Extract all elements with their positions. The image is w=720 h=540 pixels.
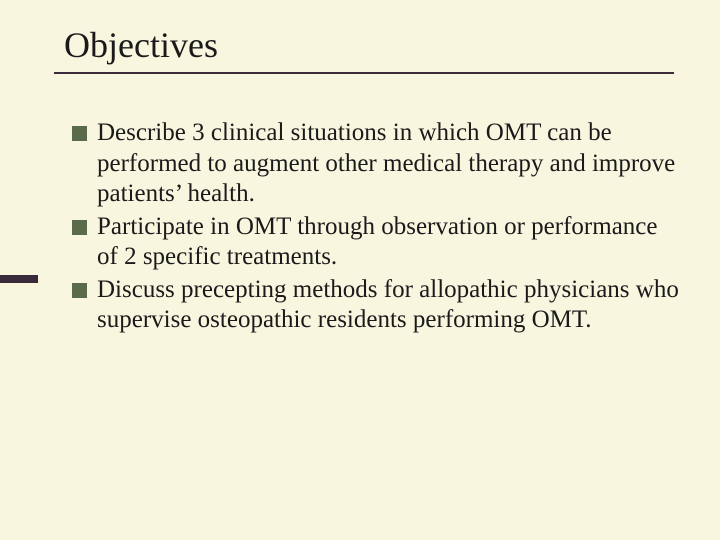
bullet-text: Participate in OMT through observation o…	[97, 212, 680, 273]
side-accent-bar	[0, 275, 38, 283]
bullet-list: Describe 3 clinical situations in which …	[64, 118, 680, 336]
bullet-text: Describe 3 clinical situations in which …	[97, 118, 680, 210]
slide-container: Objectives Describe 3 clinical situation…	[0, 0, 720, 540]
bullet-text: Discuss precepting methods for allopathi…	[97, 275, 680, 336]
list-item: Participate in OMT through observation o…	[72, 212, 680, 273]
square-bullet-icon	[72, 220, 87, 235]
title-underline	[54, 72, 674, 74]
list-item: Describe 3 clinical situations in which …	[72, 118, 680, 210]
square-bullet-icon	[72, 283, 87, 298]
square-bullet-icon	[72, 126, 87, 141]
content-area: Objectives Describe 3 clinical situation…	[0, 0, 720, 540]
list-item: Discuss precepting methods for allopathi…	[72, 275, 680, 336]
slide-title: Objectives	[64, 24, 680, 66]
